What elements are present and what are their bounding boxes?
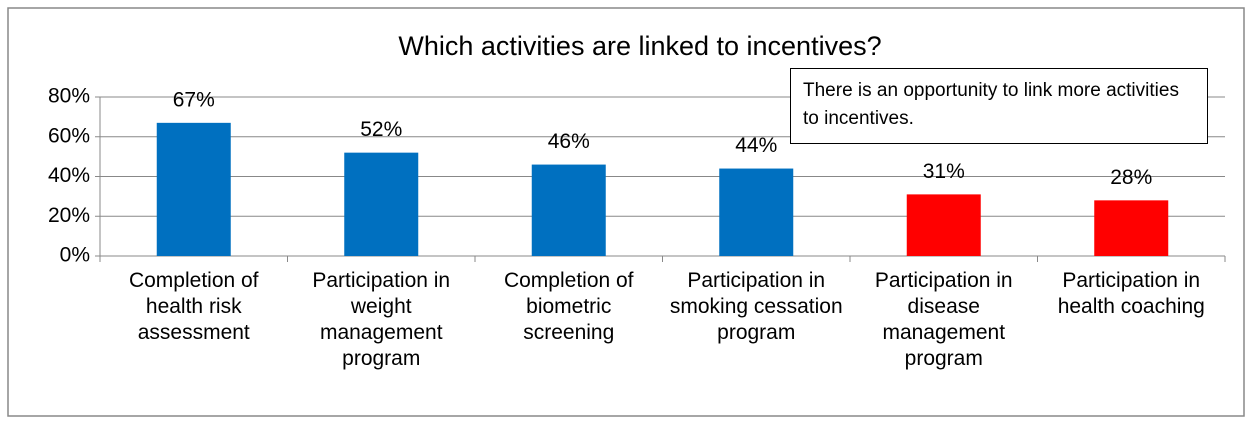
- x-tick-label: Participation in smoking cessation progr…: [669, 269, 843, 344]
- y-tick-label: 60%: [48, 124, 90, 147]
- bar: [1094, 200, 1169, 256]
- bar: [156, 122, 231, 257]
- bar: [344, 152, 419, 256]
- y-tick-label: 80%: [48, 85, 90, 108]
- value-label: 28%: [1110, 166, 1152, 189]
- bar: [531, 164, 606, 256]
- x-tick-label: Participation in disease management prog…: [874, 269, 1013, 370]
- y-tick-label: 0%: [60, 244, 90, 267]
- value-label: 67%: [173, 88, 215, 111]
- chart-title: Which activities are linked to incentive…: [398, 31, 881, 61]
- annotation: There is an opportunity to link more act…: [790, 68, 1208, 144]
- y-tick-label: 40%: [48, 164, 90, 187]
- y-tick-label: 20%: [48, 204, 90, 227]
- bar: [906, 194, 981, 256]
- x-tick-label: Completion of health risk assessment: [128, 269, 259, 344]
- value-label: 44%: [735, 134, 777, 157]
- x-tick-label: Completion of biometric screening: [503, 269, 634, 344]
- bar: [719, 168, 794, 256]
- x-tick-label: Participation in health coaching: [1057, 269, 1205, 318]
- value-label: 52%: [360, 118, 402, 141]
- value-label: 46%: [548, 130, 590, 153]
- value-label: 31%: [923, 160, 965, 183]
- x-tick-label: Participation in weight management progr…: [312, 269, 451, 370]
